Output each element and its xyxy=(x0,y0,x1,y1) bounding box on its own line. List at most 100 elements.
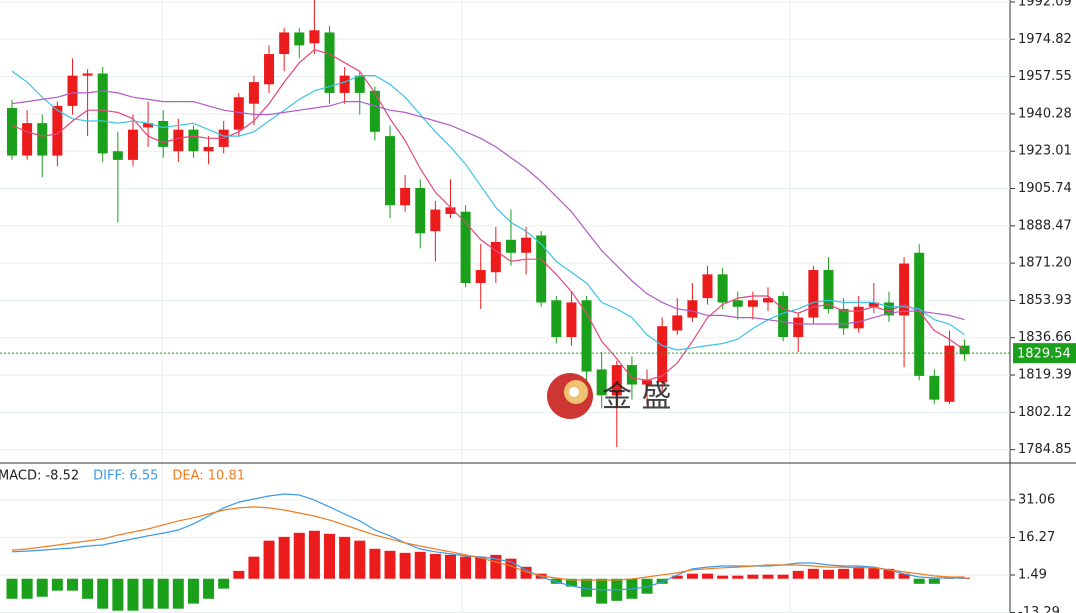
moving-average-line xyxy=(11,49,965,381)
macd-line xyxy=(11,493,965,591)
candle-body xyxy=(505,239,516,253)
macd-bar xyxy=(762,574,774,579)
macd-bar xyxy=(732,575,744,579)
macd-bar xyxy=(203,578,215,599)
macd-bar xyxy=(520,566,532,579)
macd-line xyxy=(11,506,965,581)
candle-body xyxy=(430,209,441,232)
macd-bar xyxy=(838,568,850,579)
candle-body xyxy=(702,274,713,299)
y-tick-label: 1.49 xyxy=(1018,567,1047,582)
macd-bar xyxy=(157,578,169,609)
candle-body xyxy=(445,207,456,214)
candle-body xyxy=(67,75,78,106)
candle-body xyxy=(868,302,879,307)
candle-body xyxy=(717,274,728,303)
macd-bar xyxy=(324,533,336,579)
candle-body xyxy=(188,129,199,152)
macd-bar xyxy=(354,540,366,579)
macd-bar xyxy=(263,540,275,579)
y-tick-label: 1974.82 xyxy=(1018,32,1072,47)
macd-bar xyxy=(293,532,305,579)
candle-body xyxy=(82,73,93,76)
candle-body xyxy=(899,263,910,316)
macd-bar xyxy=(218,578,230,589)
candle-body xyxy=(853,306,864,329)
macd-bar xyxy=(505,558,517,579)
candle-body xyxy=(385,136,395,206)
y-tick-label: 1940.28 xyxy=(1018,106,1072,121)
candle-body xyxy=(475,270,486,284)
macd-bar xyxy=(51,578,63,591)
macd-bar xyxy=(399,552,411,579)
candle-body xyxy=(747,300,758,307)
candle-body xyxy=(883,302,894,316)
candle-body xyxy=(914,252,925,376)
watermark-logo-core xyxy=(569,387,579,397)
macd-bar xyxy=(868,567,880,579)
macd-bar xyxy=(656,578,668,584)
candle-body xyxy=(793,317,804,338)
macd-bar xyxy=(142,578,154,609)
macd-bar xyxy=(21,578,33,599)
candle-body xyxy=(97,73,108,154)
candle-body xyxy=(732,300,743,307)
candle-body xyxy=(944,345,955,402)
candle-body xyxy=(808,270,819,318)
macd-bar xyxy=(369,548,381,579)
y-tick-label: 1905.74 xyxy=(1018,181,1072,196)
candle-body xyxy=(324,32,335,93)
macd-bar xyxy=(127,578,139,611)
last-price-box xyxy=(1013,343,1076,364)
y-tick-label: 1819.39 xyxy=(1018,368,1072,383)
y-tick-label: 1871.20 xyxy=(1018,256,1072,271)
macd-bar xyxy=(913,578,925,584)
macd-bar xyxy=(233,570,245,579)
candle-body xyxy=(339,75,350,93)
y-tick-label: 1923.01 xyxy=(1018,144,1072,159)
macd-bar xyxy=(702,573,714,579)
watermark: 金 盛 xyxy=(547,373,672,419)
last-price-label: 1829.54 xyxy=(1017,347,1071,362)
y-tick-label: 16.27 xyxy=(1018,530,1055,545)
candle-body xyxy=(672,315,683,331)
macd-bar xyxy=(36,578,48,597)
candle-body xyxy=(596,369,607,396)
macd-bar xyxy=(278,536,290,579)
vertical-grid xyxy=(161,0,791,613)
candle-body xyxy=(823,270,834,309)
y-tick-label: 1836.66 xyxy=(1018,330,1072,345)
macd-bar xyxy=(339,536,351,579)
macd-bar xyxy=(581,578,593,597)
y-tick-label: 1888.47 xyxy=(1018,218,1072,233)
candle-body xyxy=(369,90,380,132)
candle-body xyxy=(279,32,290,55)
macd-bar xyxy=(853,566,865,579)
candle-body xyxy=(158,121,169,147)
macd-bar xyxy=(248,556,260,579)
candle-body xyxy=(521,237,532,253)
macd-bar xyxy=(460,556,472,579)
macd-bar xyxy=(308,530,320,579)
candle-body xyxy=(763,298,773,303)
candle-body xyxy=(37,123,48,156)
candle-body xyxy=(566,302,577,338)
macd-bar xyxy=(97,578,109,609)
macd-bar xyxy=(686,573,698,579)
candle-body xyxy=(233,97,244,130)
macd-bar xyxy=(777,574,789,579)
legend-entry: DIFF: 6.55 xyxy=(93,469,158,484)
candle-body xyxy=(415,187,426,234)
candle-body xyxy=(778,295,789,338)
macd-bar xyxy=(928,578,940,584)
candle-body xyxy=(611,365,622,396)
candle-body xyxy=(248,82,259,104)
candle-body xyxy=(7,108,17,156)
candle-body xyxy=(127,129,138,160)
candle-body xyxy=(173,129,184,152)
legend-entry: MACD: -8.52 xyxy=(0,469,79,484)
candle-body xyxy=(536,235,547,303)
macd-bar xyxy=(717,575,729,579)
